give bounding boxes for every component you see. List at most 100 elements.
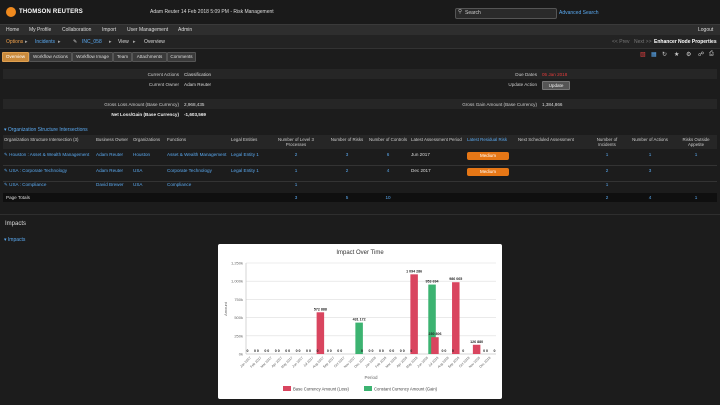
intersections-title[interactable]: ▾ Organization Structure Intersections [4,127,88,133]
gross-gain-value: 1,384,866 [542,102,563,107]
cell-risks[interactable]: 3 [345,152,349,157]
tab-overview[interactable]: Overview [2,52,29,62]
intersection-name-link[interactable]: ✎ Houston : Asset & Wealth Management [4,152,90,157]
gross-gain-label: Gross Gain Amount (Base Currency) [462,102,537,107]
summary-row [3,69,717,79]
cell-actions[interactable]: 3 [648,168,652,173]
breadcrumb-record[interactable]: INC_058 [82,39,102,45]
cell-l3[interactable]: 1 [294,168,298,173]
cell-incidents[interactable]: 2 [605,168,609,173]
refresh-icon[interactable]: ↻ [662,52,668,58]
net-label: Net Loss/Gain (Base Currency) [111,112,179,117]
nav-import[interactable]: Import [102,26,117,33]
cell-controls[interactable]: 4 [386,168,390,173]
total-controls[interactable]: 10 [385,195,391,200]
data-label: 0 [389,349,391,353]
data-label: 0 [403,349,405,353]
cell-outside[interactable]: 1 [694,152,698,157]
pdf-icon[interactable]: ▧ [640,52,646,58]
current-owner-value: Adam Reuter [184,82,212,87]
x-tick-label: Jun 2017 [291,356,304,369]
tab-comments[interactable]: Comments [167,52,196,62]
link-icon[interactable]: ☍ [698,52,705,58]
total-incidents[interactable]: 2 [605,195,609,200]
search-input[interactable] [455,8,557,19]
column-header: Latest Assessment Period [411,137,462,142]
next-link[interactable]: Next >> [634,39,652,45]
advanced-search-link[interactable]: Advanced Search [559,10,599,16]
data-label: 0 [452,349,454,353]
tab-workflow-image[interactable]: Workflow Image [72,52,113,62]
cell-owner[interactable]: Adam Reuter [96,168,124,173]
breadcrumb-incidents[interactable]: Incidents [35,39,56,45]
enhancer-link[interactable]: Enhancer [654,39,677,45]
nav-my-profile[interactable]: My Profile [29,26,52,33]
table-header [3,135,717,149]
data-label: 0 [278,349,280,353]
cell-org[interactable]: USA [133,182,143,187]
data-label: 0 [327,349,329,353]
total-actions[interactable]: 4 [648,195,652,200]
node-properties-link[interactable]: Node Properties [678,39,717,45]
total-outside[interactable]: 1 [694,195,698,200]
column-header: Number of Risks [330,137,364,142]
x-tick-label: Jul 2018 [428,356,440,368]
export-icon[interactable]: ▦ [651,52,657,58]
print-icon[interactable]: ⎙ [709,51,714,57]
nav-home[interactable]: Home [6,26,20,33]
nav-admin[interactable]: Admin [178,26,193,33]
cell-org[interactable]: Houston [133,152,151,157]
cell-owner[interactable]: David Brewer [96,182,124,187]
data-label: 0 [316,349,318,353]
cell-func[interactable]: Compliance [167,182,192,187]
nav-collaboration[interactable]: Collaboration [62,26,92,33]
edit-pencil-icon[interactable]: ✎ [73,39,78,45]
update-button[interactable]: Update [542,80,570,90]
residual-risk-badge: Medium [467,152,509,160]
cell-risks[interactable]: 2 [345,168,349,173]
logout-link[interactable]: Logout [698,26,714,33]
y-tick-label: 1,250k [231,261,243,266]
total-l3[interactable]: 3 [294,195,298,200]
data-label: 0 [267,349,269,353]
cell-controls[interactable]: 6 [386,152,390,157]
data-label: 0 [494,349,496,353]
intersection-name-link[interactable]: ✎ USA : Corporate Technology [4,168,68,173]
intersection-name-link[interactable]: ✎ USA : Compliance [4,182,47,187]
cell-func[interactable]: Asset & Wealth Management [167,152,227,157]
cell-actions[interactable]: 1 [648,152,652,157]
data-label: 0 [246,349,248,353]
tab-team[interactable]: Team [113,52,132,62]
cell-l3[interactable]: 1 [294,182,298,187]
intersections-title-text: Organization Structure Intersections [7,127,88,133]
nav-user-management[interactable]: User Management [127,26,169,33]
cell-incidents[interactable]: 1 [605,152,609,157]
cell-owner[interactable]: Adam Reuter [96,152,124,157]
data-label: 986 065 [449,277,462,281]
options-menu[interactable]: Options [6,39,24,45]
cell-legal[interactable]: Legal Entity 1 [231,152,259,157]
favorite-star-icon[interactable]: ★ [674,52,680,58]
total-risks[interactable]: 5 [345,195,349,200]
tab-attachments[interactable]: Attachments [132,52,167,62]
search-icon[interactable]: ⚲ [458,9,463,15]
breadcrumb-overview: Overview [144,39,165,45]
cell-legal[interactable]: Legal Entity 1 [231,168,259,173]
cell-incidents[interactable]: 1 [605,182,609,187]
cell-func[interactable]: Corporate Technology [167,168,212,173]
breadcrumb-view[interactable]: View [118,39,129,45]
current-actions-value: Classification [184,72,212,77]
prev-link[interactable]: << Prev [612,39,630,45]
column-header: Functions [167,137,187,142]
cell-l3[interactable]: 2 [294,152,298,157]
tab-workflow-actions[interactable]: Workflow Actions [29,52,72,62]
settings-gear-icon[interactable]: ⚙ [686,52,692,58]
chevron-right-icon: ▸ [25,39,28,45]
cell-org[interactable]: USA [133,168,143,173]
search-placeholder: Search [465,10,481,16]
row-divider [3,181,717,182]
data-label: 0 [410,349,412,353]
column-header: Number of Actions [632,137,668,142]
impacts-toggle[interactable]: ▾ Impacts [4,237,25,243]
column-header[interactable]: Latest Residual Risk [467,137,508,142]
